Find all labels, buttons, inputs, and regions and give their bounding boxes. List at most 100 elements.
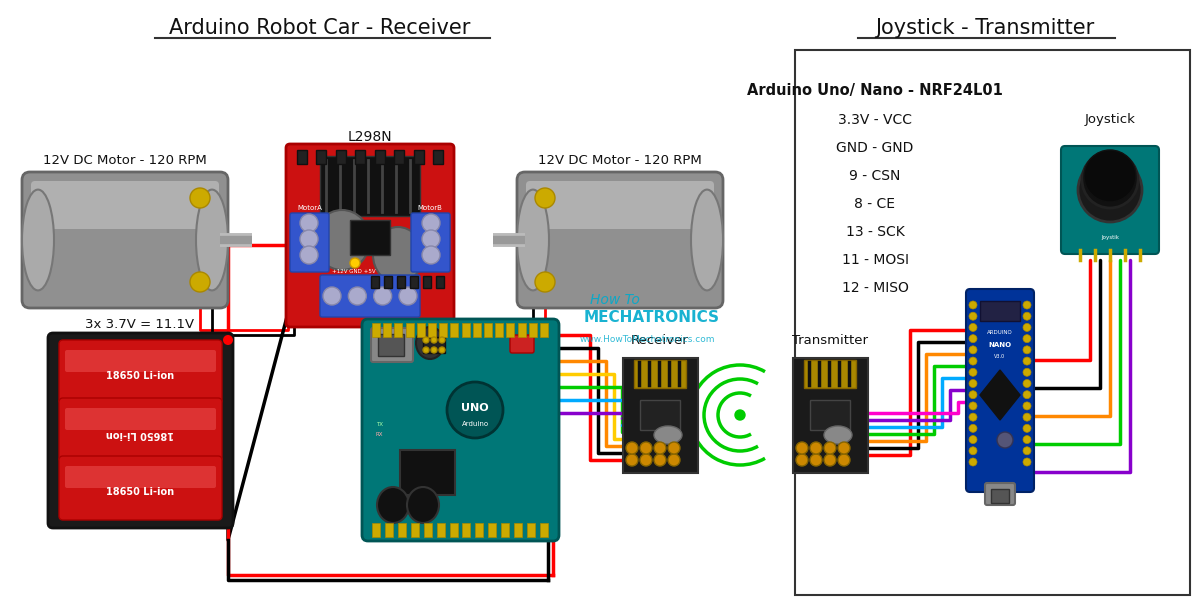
Ellipse shape	[422, 230, 440, 248]
Ellipse shape	[970, 458, 977, 466]
Text: ARDUINO: ARDUINO	[988, 330, 1013, 335]
Ellipse shape	[970, 301, 977, 309]
Ellipse shape	[1022, 368, 1031, 376]
FancyBboxPatch shape	[59, 398, 222, 462]
Bar	[517, 323, 526, 337]
Bar	[433, 150, 443, 164]
Ellipse shape	[300, 230, 318, 248]
FancyBboxPatch shape	[966, 289, 1034, 492]
Ellipse shape	[424, 337, 430, 343]
Bar	[450, 523, 457, 537]
Bar	[804, 360, 856, 388]
Text: 18650 Li-ion: 18650 Li-ion	[106, 371, 174, 381]
Text: 12 - MISO: 12 - MISO	[841, 281, 908, 295]
Ellipse shape	[1078, 158, 1142, 222]
Bar	[397, 276, 406, 288]
Ellipse shape	[970, 335, 977, 343]
Ellipse shape	[824, 442, 836, 454]
Bar	[484, 323, 492, 337]
Bar	[506, 323, 515, 337]
Ellipse shape	[626, 442, 638, 454]
Ellipse shape	[373, 227, 424, 283]
Bar	[991, 489, 1009, 503]
Ellipse shape	[1022, 413, 1031, 421]
Ellipse shape	[970, 323, 977, 332]
Bar	[436, 276, 444, 288]
Ellipse shape	[654, 454, 666, 466]
Bar	[424, 276, 431, 288]
Bar	[540, 523, 548, 537]
Ellipse shape	[223, 335, 233, 345]
Bar	[540, 323, 548, 337]
Text: 12V DC Motor - 120 RPM: 12V DC Motor - 120 RPM	[538, 154, 702, 167]
Bar	[437, 523, 445, 537]
Bar	[398, 523, 406, 537]
Bar	[336, 150, 346, 164]
Ellipse shape	[1082, 152, 1138, 208]
Ellipse shape	[416, 327, 444, 359]
Ellipse shape	[838, 454, 850, 466]
Ellipse shape	[431, 337, 437, 343]
Text: Joystick - Transmitter: Joystick - Transmitter	[875, 18, 1094, 38]
Bar	[462, 323, 469, 337]
Bar	[384, 276, 392, 288]
Ellipse shape	[824, 454, 836, 466]
Text: L298N: L298N	[348, 130, 392, 144]
Text: 13 - SCK: 13 - SCK	[846, 225, 905, 239]
Ellipse shape	[431, 347, 437, 353]
Bar	[374, 150, 385, 164]
Text: MotorA: MotorA	[298, 205, 323, 211]
Ellipse shape	[668, 454, 680, 466]
Ellipse shape	[970, 312, 977, 320]
FancyBboxPatch shape	[65, 350, 216, 372]
FancyBboxPatch shape	[286, 144, 454, 327]
Text: Arduino: Arduino	[462, 421, 488, 427]
Bar	[527, 523, 535, 537]
Text: GND - GND: GND - GND	[836, 141, 913, 155]
Ellipse shape	[997, 432, 1013, 448]
Text: Joystick: Joystick	[1085, 114, 1135, 126]
Ellipse shape	[535, 188, 554, 208]
Text: MotorB: MotorB	[418, 205, 443, 211]
Bar	[378, 334, 404, 356]
Ellipse shape	[1022, 312, 1031, 320]
Bar	[473, 323, 481, 337]
Text: V3.0: V3.0	[995, 353, 1006, 359]
Text: 18650 Li-ion: 18650 Li-ion	[106, 429, 174, 439]
Ellipse shape	[1022, 436, 1031, 444]
Text: Arduino Robot Car - Receiver: Arduino Robot Car - Receiver	[169, 18, 470, 38]
Bar	[496, 323, 503, 337]
FancyBboxPatch shape	[31, 181, 220, 229]
Ellipse shape	[970, 357, 977, 365]
Bar	[796, 50, 1190, 595]
Text: 12V DC Motor - 120 RPM: 12V DC Motor - 120 RPM	[43, 154, 206, 167]
Ellipse shape	[1022, 424, 1031, 432]
Bar	[320, 156, 420, 216]
Bar	[350, 220, 390, 255]
Ellipse shape	[1022, 458, 1031, 466]
Ellipse shape	[970, 413, 977, 421]
FancyBboxPatch shape	[517, 172, 722, 308]
Bar	[383, 323, 391, 337]
Text: 9 - CSN: 9 - CSN	[850, 169, 901, 183]
Ellipse shape	[373, 287, 391, 305]
Text: NANO: NANO	[989, 342, 1012, 348]
Text: Joystik: Joystik	[1102, 235, 1120, 241]
Ellipse shape	[691, 190, 722, 290]
Ellipse shape	[1022, 335, 1031, 343]
Bar	[634, 360, 686, 388]
Ellipse shape	[398, 287, 418, 305]
Text: UNO: UNO	[461, 403, 488, 413]
Bar	[424, 337, 445, 353]
Ellipse shape	[796, 454, 808, 466]
Ellipse shape	[422, 214, 440, 232]
Ellipse shape	[190, 188, 210, 208]
Ellipse shape	[654, 426, 682, 444]
Ellipse shape	[439, 347, 445, 353]
Ellipse shape	[1022, 402, 1031, 410]
Bar	[793, 358, 868, 473]
Ellipse shape	[314, 210, 370, 270]
FancyBboxPatch shape	[48, 333, 233, 528]
Bar	[298, 150, 307, 164]
Ellipse shape	[424, 347, 430, 353]
